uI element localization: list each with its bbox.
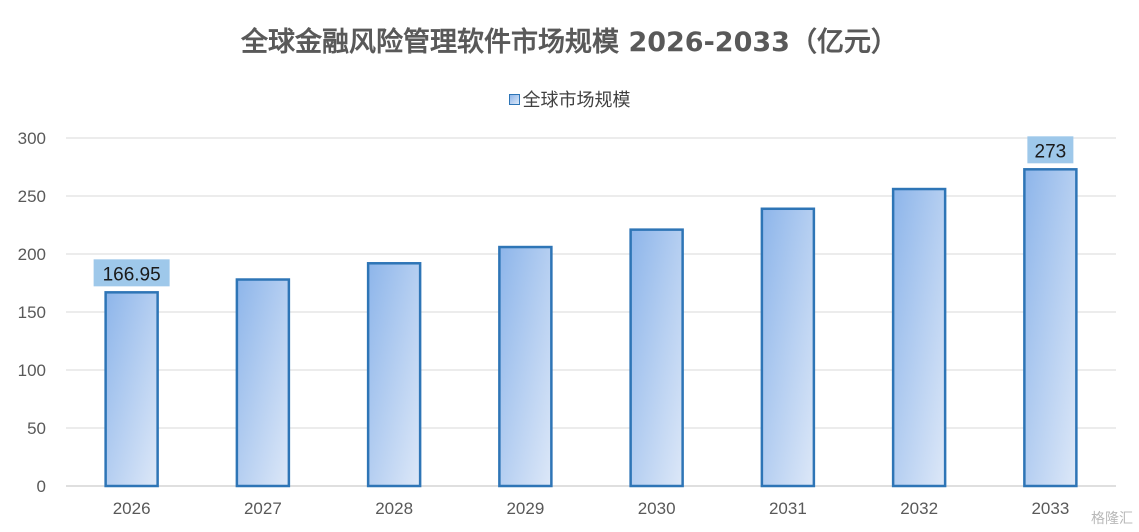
- y-tick-label: 50: [27, 419, 46, 438]
- y-tick-label: 150: [18, 303, 46, 322]
- x-tick-label: 2028: [375, 499, 413, 518]
- y-tick-label: 200: [18, 245, 46, 264]
- y-tick-label: 100: [18, 361, 46, 380]
- x-tick-label: 2033: [1031, 499, 1069, 518]
- bar-2030: [629, 228, 684, 488]
- data-label: 273: [1027, 136, 1074, 164]
- data-label-background: [93, 259, 170, 287]
- legend-label: 全球市场规模: [522, 90, 631, 111]
- bars: [104, 168, 1078, 488]
- x-tick-label: 2026: [113, 499, 151, 518]
- bar-2033: [1023, 168, 1078, 488]
- bar-2031: [760, 207, 816, 488]
- x-tick-label: 2030: [638, 499, 676, 518]
- x-tick-label: 2027: [244, 499, 282, 518]
- y-tick-label: 250: [18, 187, 46, 206]
- y-tick-label: 0: [37, 477, 46, 496]
- bar-2028: [366, 262, 422, 488]
- x-axis-ticks: 2026 2027 2028 2029 2030 2031 2032 2033: [113, 499, 1070, 518]
- data-labels: 166.95 273: [93, 136, 1074, 287]
- x-tick-label: 2029: [506, 499, 544, 518]
- y-axis-ticks: 0 50 100 150 200 250 300: [18, 129, 46, 496]
- bar-2032: [891, 187, 947, 488]
- y-tick-label: 300: [18, 129, 46, 148]
- legend: 全球市场规模: [0, 86, 1139, 112]
- bar-2026: [104, 291, 159, 488]
- gridlines: [66, 137, 1116, 487]
- data-label: 166.95: [93, 259, 170, 287]
- x-tick-label: 2031: [769, 499, 807, 518]
- data-label-text: 166.95: [103, 264, 161, 285]
- bar-2029: [498, 245, 553, 488]
- data-label-text: 273: [1035, 141, 1067, 162]
- watermark: 格隆汇: [1091, 511, 1133, 527]
- x-tick-label: 2032: [900, 499, 938, 518]
- data-label-background: [1027, 136, 1074, 164]
- chart-title: 全球金融风险管理软件市场规模 2026-2033（亿元）: [241, 27, 898, 58]
- bar-2027: [235, 278, 291, 488]
- legend-swatch: [508, 93, 520, 105]
